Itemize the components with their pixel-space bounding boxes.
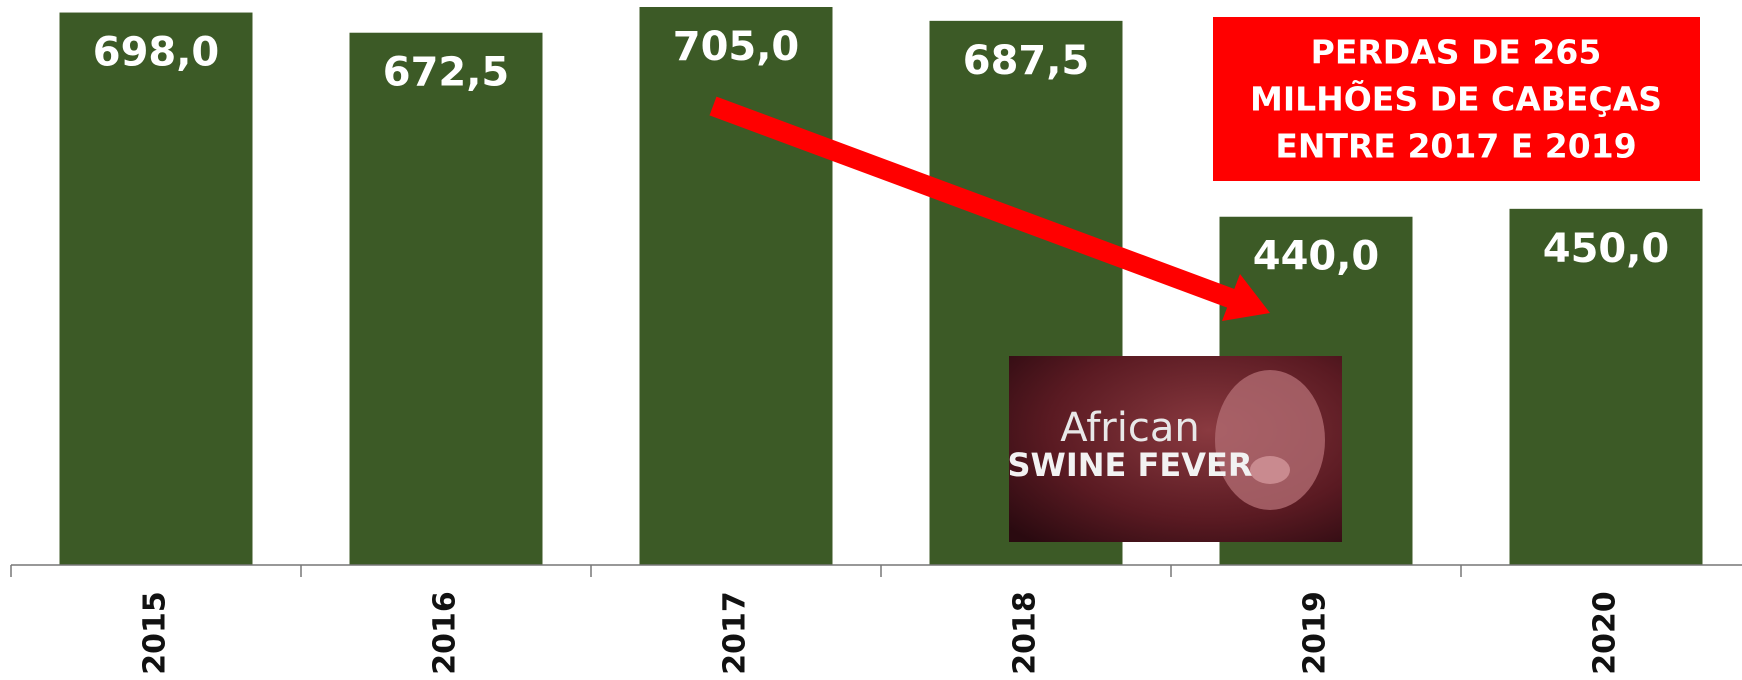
value-label: 698,0 xyxy=(93,30,220,76)
x-tick-label: 2019 xyxy=(1298,591,1333,675)
value-label: 450,0 xyxy=(1543,226,1670,272)
pig-shape xyxy=(1215,370,1325,510)
pig-snout xyxy=(1250,456,1290,484)
bar xyxy=(639,7,833,565)
arrow-head xyxy=(1222,274,1270,321)
value-label: 440,0 xyxy=(1253,234,1380,280)
x-tick-label: 2017 xyxy=(718,591,753,675)
x-tick-label: 2018 xyxy=(1008,591,1043,675)
arrow-shaft xyxy=(709,96,1242,311)
annotation-text: MILHÕES DE CABEÇAS xyxy=(1250,79,1662,119)
x-tick-label: 2016 xyxy=(428,591,463,675)
annotation-box xyxy=(1213,17,1700,181)
annotation-text: ENTRE 2017 E 2019 xyxy=(1275,127,1636,166)
value-label: 705,0 xyxy=(673,24,800,70)
bar xyxy=(1509,208,1703,566)
arrow xyxy=(709,96,1270,321)
bar xyxy=(59,12,253,566)
inset-text: SWINE FEVER xyxy=(1007,446,1252,484)
annotation-text: PERDAS DE 265 xyxy=(1311,33,1602,72)
bar xyxy=(349,32,543,566)
inset-image: African SWINE FEVER xyxy=(1007,356,1342,542)
inset-text: African xyxy=(1060,405,1199,451)
value-label: 687,5 xyxy=(963,38,1090,84)
value-label: 672,5 xyxy=(383,50,510,96)
x-tick-label: 2015 xyxy=(138,591,173,675)
x-tick-label: 2020 xyxy=(1588,591,1623,675)
